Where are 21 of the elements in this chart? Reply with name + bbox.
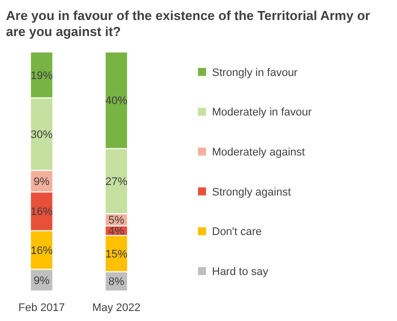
data-label: 27% [105,176,128,188]
legend-label: Moderately against [212,146,305,158]
data-label: 16% [30,206,53,218]
legend-label: Hard to say [212,266,269,278]
data-label: 19% [30,70,53,82]
data-label: 30% [30,128,53,141]
x-tick-label: May 2022 [92,302,141,314]
x-tick-label: Feb 2017 [18,302,65,314]
data-label: 9% [34,176,50,188]
data-label: 15% [105,248,128,260]
data-label: 4% [108,225,125,238]
legend-label: Strongly against [212,186,291,198]
data-label: 16% [30,244,53,257]
text: Are you in favour of the existence of the Territorial Army or are you against it? [6,8,370,39]
data-label: 8% [108,276,125,288]
data-label: 9% [34,274,50,287]
legend-label: Strongly in favour [212,66,298,79]
legend-label: Don't care [212,226,262,238]
legend-label: Moderately in favour [212,106,312,119]
data-label: 40% [105,95,128,108]
data-label: 5% [108,214,125,227]
